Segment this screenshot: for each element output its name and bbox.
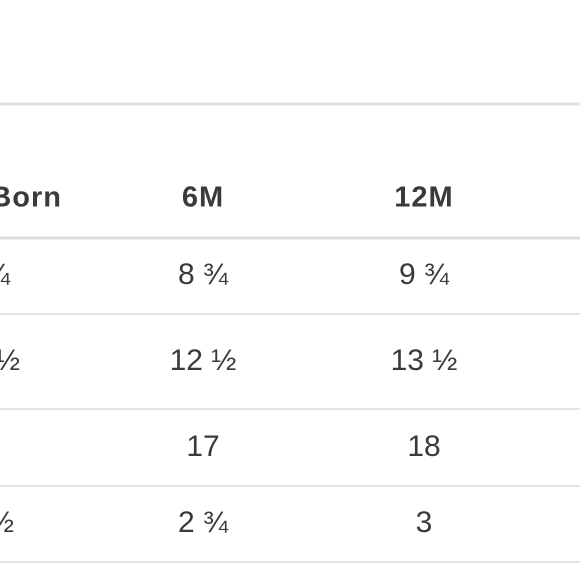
table-cell: 13 ½ <box>391 344 458 377</box>
header-cell: 6M <box>182 182 224 214</box>
table-cell: 3 <box>416 506 433 539</box>
table-cell: 17 <box>186 430 219 463</box>
table-cell: ½ <box>0 506 14 539</box>
header-cell: 12M <box>394 182 453 214</box>
table-cell: ¼ <box>0 258 11 291</box>
table-cell: ½ <box>0 344 20 377</box>
table-cell: 2 ¾ <box>178 506 229 539</box>
table-cell: 12 ½ <box>170 344 237 377</box>
table-cell: 18 <box>407 430 440 463</box>
header-cell: Born <box>0 182 62 214</box>
table-cell: 8 ¾ <box>178 258 229 291</box>
table-cell: 9 ¾ <box>399 258 450 291</box>
